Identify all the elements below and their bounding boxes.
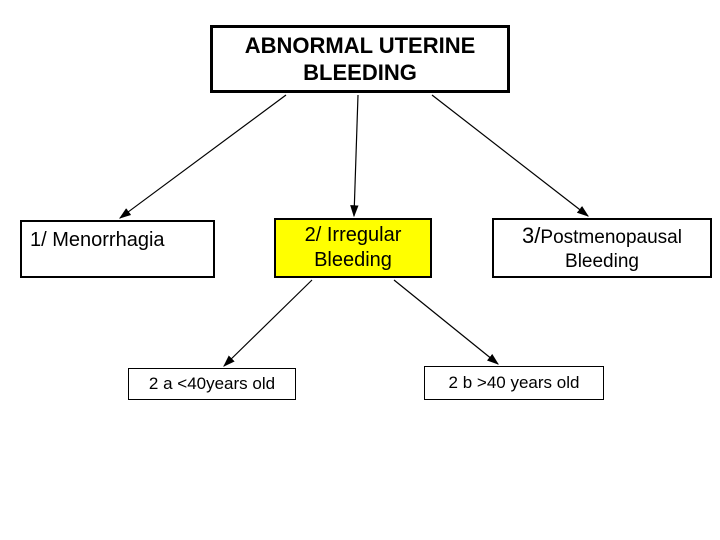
- node-irregular-bleeding: 2/ Irregular Bleeding: [274, 218, 432, 278]
- node-menorrhagia-label: 1/ Menorrhagia: [30, 228, 165, 253]
- node-under-40: 2 a <40years old: [128, 368, 296, 400]
- edge-n2-to-n2a: [224, 280, 312, 366]
- node-under-40-label: 2 a <40years old: [149, 373, 275, 394]
- edge-root-to-n3: [432, 95, 588, 216]
- node-menorrhagia: 1/ Menorrhagia: [20, 220, 215, 278]
- node-root: ABNORMAL UTERINE BLEEDING: [210, 25, 510, 93]
- edge-n2-to-n2b: [394, 280, 498, 364]
- node-root-label: ABNORMAL UTERINE BLEEDING: [213, 32, 507, 87]
- node-postmenopausal-bleeding: 3/Postmenopausal Bleeding: [492, 218, 712, 278]
- node-over-40: 2 b >40 years old: [424, 366, 604, 400]
- edge-root-to-n2: [354, 95, 358, 216]
- node-irregular-bleeding-label: 2/ Irregular Bleeding: [276, 223, 430, 273]
- edge-root-to-n1: [120, 95, 286, 218]
- node-over-40-label: 2 b >40 years old: [449, 372, 580, 393]
- node-postmenopausal-label: Postmenopausal Bleeding: [540, 227, 682, 272]
- node-postmenopausal-prefix: 3/: [522, 223, 540, 248]
